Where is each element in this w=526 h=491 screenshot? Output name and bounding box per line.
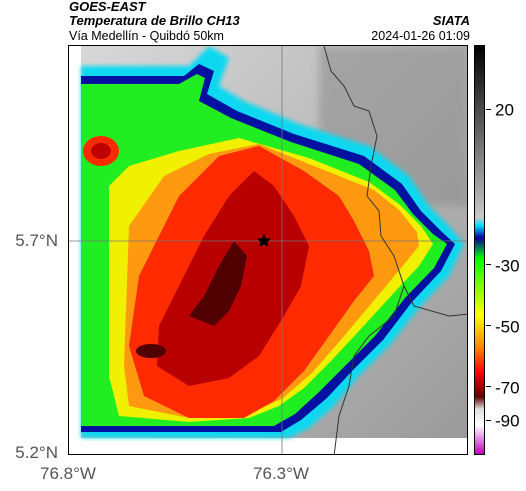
boundary-line-2	[333, 285, 405, 454]
lon-label-76.3: 76.3°W	[253, 464, 309, 483]
lat-label-5.7: 5.7°N	[15, 231, 58, 250]
colorbar-tick	[486, 325, 491, 326]
colorbar	[474, 45, 485, 455]
organization-label: SIATA	[432, 13, 470, 28]
colorbar-tick	[486, 264, 491, 265]
temperature-map	[69, 46, 467, 454]
colorbar-tick	[486, 420, 491, 421]
colorbar-label: -30	[495, 256, 520, 276]
map-panel	[68, 45, 468, 455]
star-icon	[257, 234, 271, 247]
lat-label-5.2: 5.2°N	[15, 443, 58, 462]
timestamp-label: 2024-01-26 01:09	[371, 29, 470, 43]
product-title: Temperatura de Brillo CH13	[69, 13, 240, 28]
colorbar-label: 20	[495, 100, 514, 120]
lon-label-76.8: 76.8°W	[40, 464, 96, 483]
cloud-black-spot	[136, 344, 166, 358]
colorbar-label: -90	[495, 411, 520, 431]
satellite-title: GOES-EAST	[69, 0, 146, 14]
colorbar-label: -70	[495, 378, 520, 398]
colorbar-tick	[486, 109, 491, 110]
boundary-line	[323, 46, 467, 317]
colorbar-tick	[486, 386, 491, 387]
cloud-black-core	[189, 241, 247, 326]
route-subtitle: Vía Medellín - Quibdó 50km	[69, 29, 224, 43]
colorbar-label: -50	[495, 317, 520, 337]
